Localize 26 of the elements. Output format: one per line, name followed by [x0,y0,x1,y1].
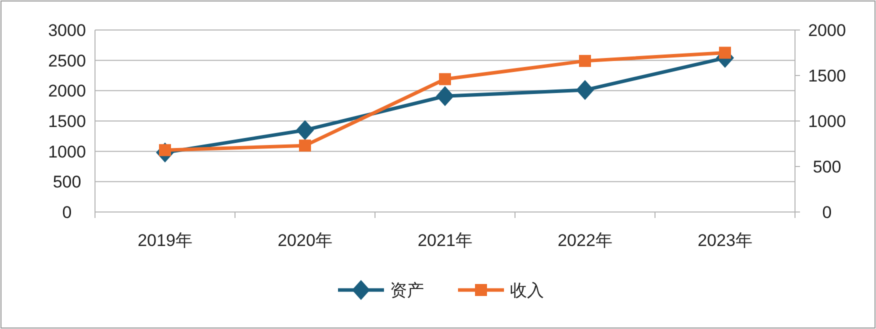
x-tick-label: 2021年 [418,231,472,250]
y-tick-label: 2500 [48,51,86,70]
y-tick-label: 500 [52,172,82,192]
legend-label: 资产 [390,281,424,300]
y2-tick-label: 1000 [808,112,846,131]
x-tick-label: 2019年 [138,231,192,250]
y-tick-label: 1500 [48,112,86,131]
y-tick-label: 3000 [48,21,86,40]
point [719,46,731,59]
x-tick-label: 2022年 [558,231,612,250]
y2-tick-label: 500 [812,158,842,176]
y-tick-label: 2000 [48,82,86,101]
point [296,120,314,140]
point [439,73,451,86]
y2-tick-label: 1500 [808,66,846,86]
y2-tick-label: 2000 [808,21,846,40]
legend-label: 收入 [510,281,544,300]
point [576,80,594,100]
point [299,140,311,152]
point [579,54,591,67]
y-tick-label: 0 [62,203,72,222]
x-tick-label: 2023年 [698,231,752,250]
x-tick-label: 2020年 [278,231,332,250]
y2-tick-label: 0 [822,203,832,222]
point [436,86,454,106]
y-tick-label: 1000 [48,142,86,162]
